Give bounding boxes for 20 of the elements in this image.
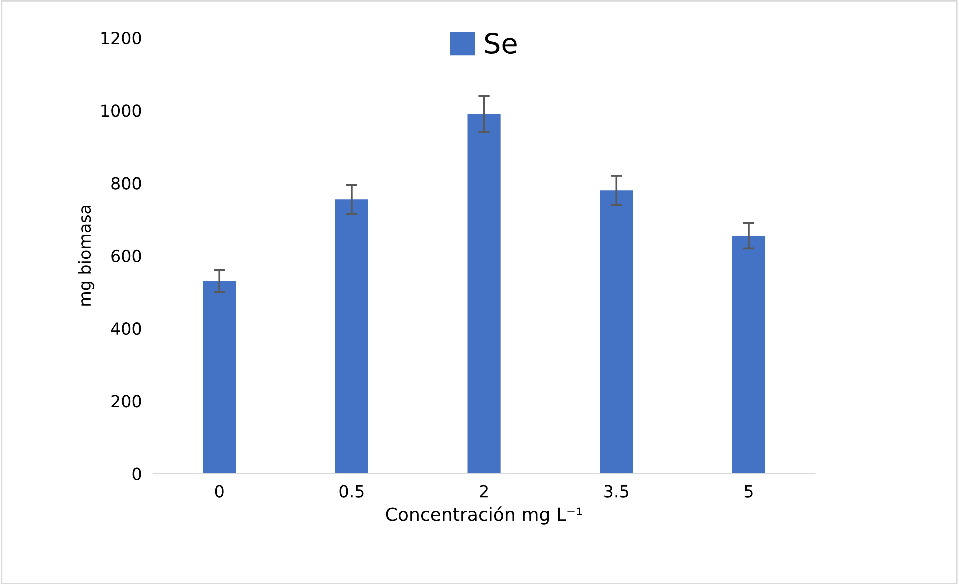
x-tick-label: 0.5 (340, 485, 364, 498)
y-tick-label: 0 (132, 468, 142, 480)
x-tick-label: 5 (744, 485, 753, 498)
y-tick-label: 600 (112, 250, 142, 263)
x-tick-label: 3.5 (604, 485, 628, 498)
y-tick-label: 400 (111, 322, 142, 336)
bar (600, 190, 634, 474)
bar (732, 236, 766, 474)
y-tick-label: 1200 (102, 32, 142, 45)
y-tick-label: 800 (112, 177, 142, 190)
bar (335, 200, 368, 474)
bar (203, 281, 236, 474)
x-tick-label: 0 (215, 485, 224, 498)
y-tick-label: 1000 (102, 104, 142, 118)
legend-label: Se (485, 33, 517, 54)
bar (468, 114, 501, 474)
x-axis-title: Concentración mg L⁻¹ (386, 506, 582, 525)
y-tick-label: 200 (112, 395, 142, 408)
x-tick-label: 2 (480, 485, 488, 498)
y-axis-title: mg biomasa (78, 206, 94, 306)
